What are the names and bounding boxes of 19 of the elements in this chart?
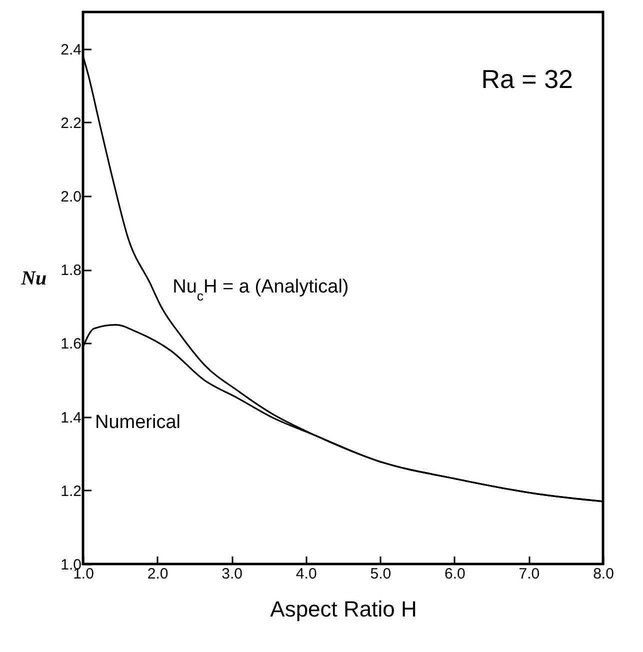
- x-tick-label: 3.0: [222, 566, 242, 582]
- series-label: Nu$_{c}$H = a (Analytical): [172, 276, 349, 303]
- y-tick-label: 1.2: [60, 482, 82, 500]
- y-tick-label: 1.4: [60, 409, 82, 426]
- x-tick-label: 4.0: [296, 566, 317, 582]
- text: Numerical: [95, 412, 181, 433]
- y-tick-label: 1.6: [60, 336, 82, 353]
- y-tick-label: 2.2: [60, 114, 82, 132]
- y-tick-label: 2.4: [60, 41, 82, 58]
- annotation: Ra = 32: [481, 64, 573, 94]
- y-tick-label: 1.8: [60, 262, 82, 280]
- y-tick-label: 2.0: [60, 188, 82, 206]
- x-tick-label: 8.0: [593, 566, 614, 582]
- x-tick-label: 7.0: [518, 566, 540, 582]
- x-tick-label: 2.0: [147, 566, 168, 582]
- x-tick-label: 5.0: [370, 566, 392, 582]
- x-tick-label: 6.0: [444, 566, 466, 582]
- x-axis-title: Aspect Ratio H: [270, 596, 417, 622]
- y-axis-title: Nu: [20, 268, 47, 290]
